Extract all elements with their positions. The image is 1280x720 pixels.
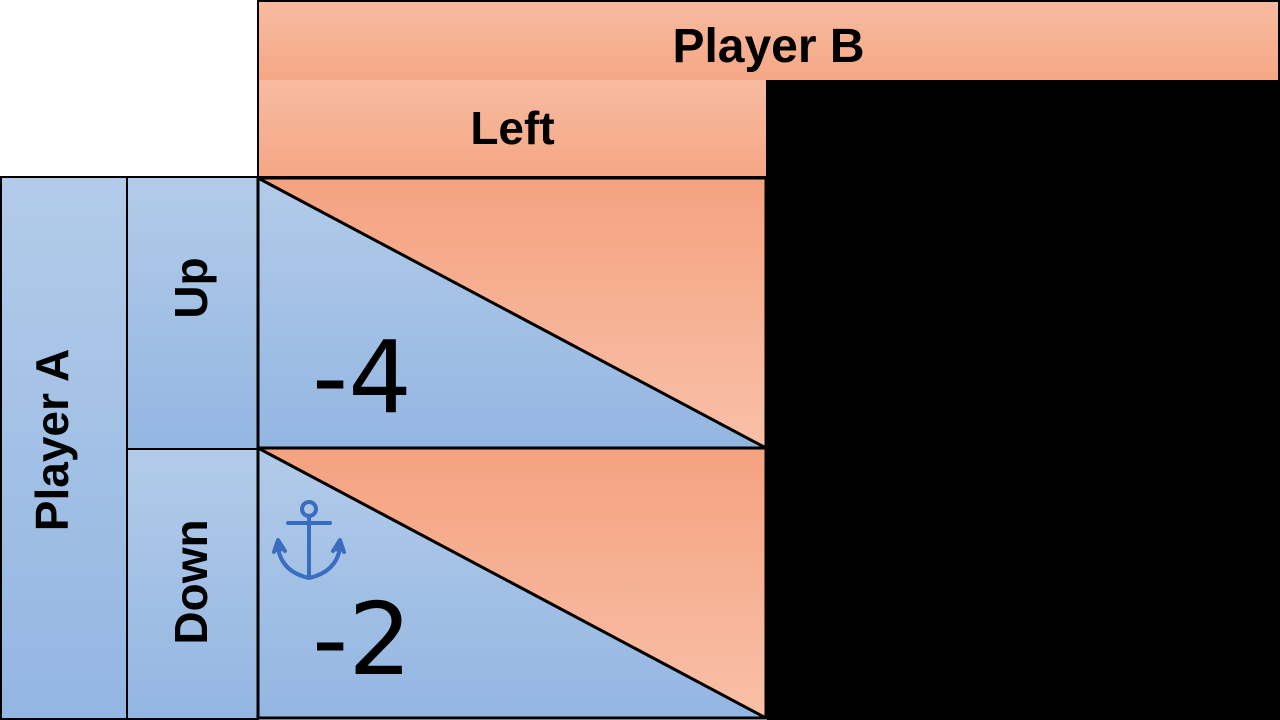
player-a-header: Player A [0,176,128,720]
cell-border-down-left [256,446,768,720]
player-b-header: Player B [257,0,1280,82]
anchor-icon [272,500,346,580]
row-header-down: Down [126,448,259,720]
payoff-cell-up-left: -4 [256,176,768,450]
payoff-a-down-left: -2 [312,581,412,698]
payoff-cell-down-left: -2 [256,446,768,720]
column-label-left: Left [470,102,555,154]
row-header-up: Up [126,176,259,450]
payoff-a-up-left: -4 [312,319,412,436]
player-b-label: Player B [672,19,865,73]
diagonal-up-left [257,176,767,450]
black-region [767,82,1280,720]
diagonal-down-left [257,446,767,720]
